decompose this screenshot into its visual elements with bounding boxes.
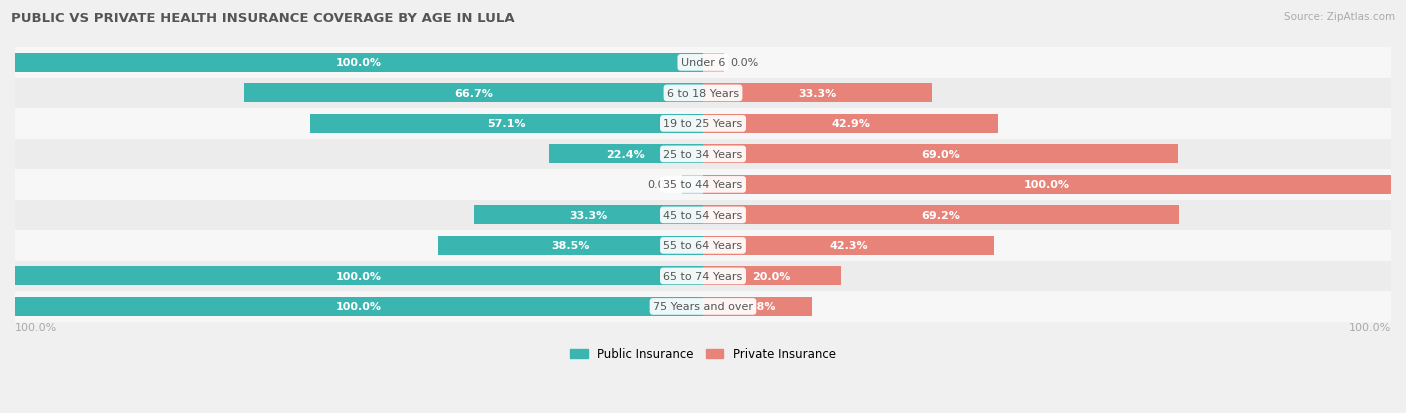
Text: 100.0%: 100.0% [336, 271, 382, 281]
Text: 100.0%: 100.0% [336, 302, 382, 312]
Text: 55 to 64 Years: 55 to 64 Years [664, 241, 742, 251]
Bar [682, 176, 703, 195]
Text: Under 6: Under 6 [681, 58, 725, 68]
Text: 42.3%: 42.3% [830, 241, 868, 251]
Text: 20.0%: 20.0% [752, 271, 792, 281]
Text: 0.0%: 0.0% [731, 58, 759, 68]
Bar [15, 292, 1391, 322]
Bar [703, 267, 841, 286]
Bar [15, 48, 1391, 78]
Bar [15, 78, 1391, 109]
Text: 6 to 18 Years: 6 to 18 Years [666, 89, 740, 99]
Text: 75 Years and over: 75 Years and over [652, 302, 754, 312]
Bar [15, 139, 1391, 170]
Text: 100.0%: 100.0% [1024, 180, 1070, 190]
Bar [15, 230, 1391, 261]
Text: 15.8%: 15.8% [738, 302, 776, 312]
Text: 65 to 74 Years: 65 to 74 Years [664, 271, 742, 281]
Bar [15, 170, 1391, 200]
Bar [703, 145, 1178, 164]
Bar [703, 297, 811, 316]
Text: 69.2%: 69.2% [921, 210, 960, 221]
Text: 38.5%: 38.5% [551, 241, 589, 251]
Bar [15, 267, 703, 286]
Bar [703, 206, 1180, 225]
Bar [703, 176, 1391, 195]
Text: 66.7%: 66.7% [454, 89, 494, 99]
Text: PUBLIC VS PRIVATE HEALTH INSURANCE COVERAGE BY AGE IN LULA: PUBLIC VS PRIVATE HEALTH INSURANCE COVER… [11, 12, 515, 25]
Bar [703, 54, 724, 73]
Bar [548, 145, 703, 164]
Text: 69.0%: 69.0% [921, 150, 960, 159]
Text: 25 to 34 Years: 25 to 34 Years [664, 150, 742, 159]
Legend: Public Insurance, Private Insurance: Public Insurance, Private Insurance [565, 343, 841, 366]
Text: 33.3%: 33.3% [569, 210, 607, 221]
Text: 57.1%: 57.1% [488, 119, 526, 129]
Text: 33.3%: 33.3% [799, 89, 837, 99]
Bar [15, 109, 1391, 139]
Bar [703, 115, 998, 133]
Bar [703, 84, 932, 103]
Bar [15, 54, 703, 73]
Text: 22.4%: 22.4% [606, 150, 645, 159]
Bar [439, 236, 703, 255]
Text: 100.0%: 100.0% [15, 322, 58, 332]
Bar [311, 115, 703, 133]
Bar [703, 236, 994, 255]
Text: 100.0%: 100.0% [1348, 322, 1391, 332]
Text: 45 to 54 Years: 45 to 54 Years [664, 210, 742, 221]
Bar [15, 261, 1391, 292]
Text: 35 to 44 Years: 35 to 44 Years [664, 180, 742, 190]
Text: 0.0%: 0.0% [647, 180, 675, 190]
Text: 19 to 25 Years: 19 to 25 Years [664, 119, 742, 129]
Text: Source: ZipAtlas.com: Source: ZipAtlas.com [1284, 12, 1395, 22]
Bar [245, 84, 703, 103]
Bar [474, 206, 703, 225]
Text: 42.9%: 42.9% [831, 119, 870, 129]
Bar [15, 297, 703, 316]
Bar [15, 200, 1391, 230]
Text: 100.0%: 100.0% [336, 58, 382, 68]
